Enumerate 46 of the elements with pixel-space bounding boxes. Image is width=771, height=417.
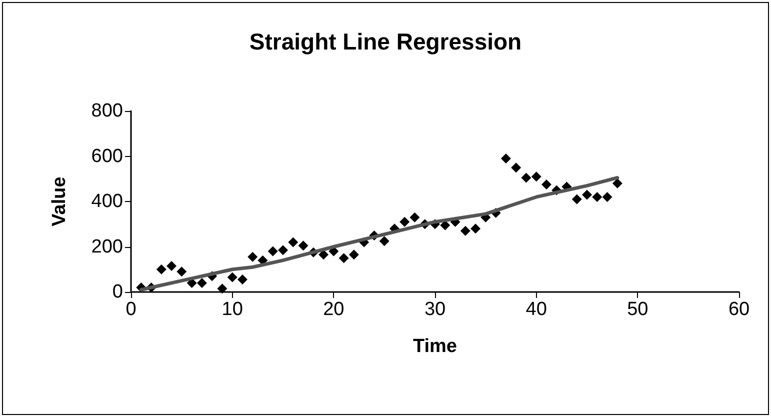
- y-tick-label: 800: [91, 100, 123, 122]
- point: [217, 284, 228, 294]
- point: [379, 236, 390, 246]
- point: [237, 274, 248, 285]
- x-tick-label: 60: [728, 299, 750, 320]
- point: [196, 278, 207, 288]
- point: [348, 250, 359, 260]
- point: [572, 194, 582, 204]
- point: [602, 192, 612, 202]
- point: [176, 266, 187, 277]
- point: [470, 224, 481, 234]
- x-axis-title: Time: [412, 336, 458, 357]
- point: [521, 172, 532, 183]
- point: [156, 264, 166, 274]
- point: [227, 272, 238, 282]
- y-tick-label: 600: [91, 146, 123, 167]
- point: [612, 178, 622, 188]
- point: [541, 180, 552, 190]
- point: [582, 190, 592, 200]
- x-tick-label: 10: [222, 299, 243, 320]
- chart-title: Straight Line Regression: [249, 28, 522, 54]
- point: [288, 237, 298, 248]
- y-tick-label: 0: [112, 282, 123, 302]
- y-tick-label: 200: [91, 236, 123, 258]
- point: [500, 154, 511, 164]
- point: [511, 162, 522, 173]
- point: [166, 260, 177, 271]
- point: [410, 212, 420, 222]
- point: [440, 220, 450, 230]
- y-axis-title: Value: [49, 176, 70, 226]
- x-tick-label: 40: [526, 299, 547, 320]
- point: [531, 172, 542, 182]
- point: [400, 216, 410, 227]
- point: [278, 245, 288, 256]
- point: [318, 250, 329, 260]
- x-tick-label: 30: [424, 299, 446, 320]
- point: [248, 252, 258, 262]
- x-tick-label: 0: [126, 299, 136, 320]
- point: [268, 246, 278, 256]
- x-tick-label: 50: [627, 299, 648, 320]
- point: [592, 192, 602, 202]
- y-tick-label: 400: [91, 191, 123, 212]
- point: [338, 253, 349, 264]
- point: [298, 240, 308, 251]
- point: [460, 226, 470, 236]
- x-tick-label: 20: [323, 299, 344, 320]
